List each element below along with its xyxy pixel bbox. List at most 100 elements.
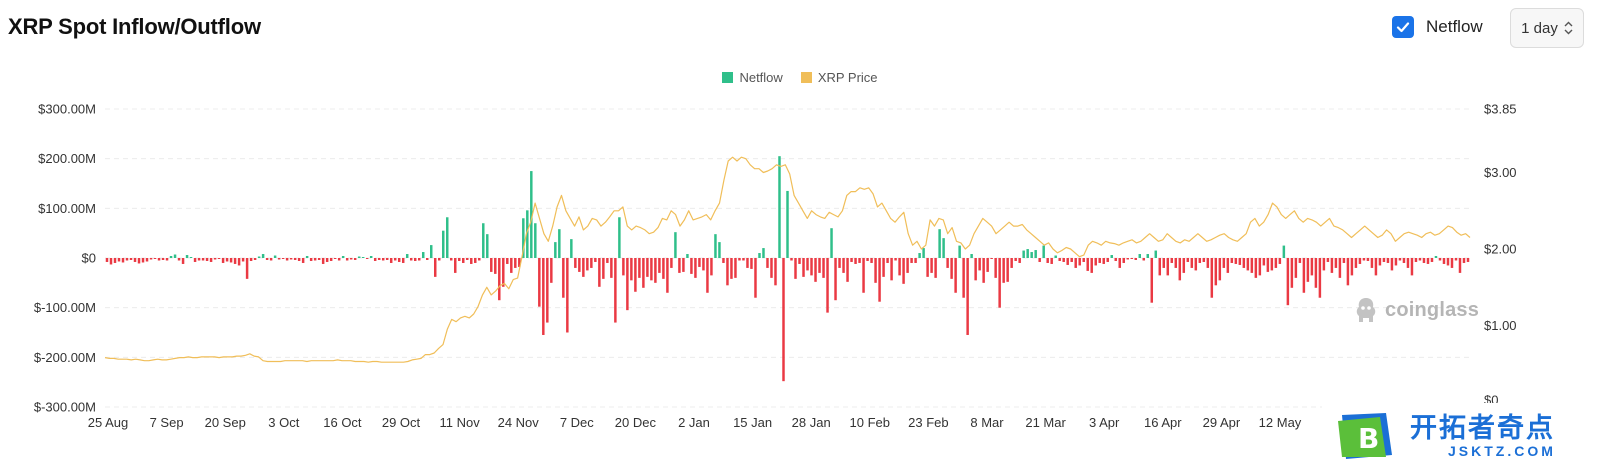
netflow-bar-negative — [722, 258, 725, 263]
netflow-bar-negative — [1442, 258, 1446, 264]
netflow-bar-positive — [357, 256, 361, 258]
netflow-bar-negative — [349, 258, 353, 260]
netflow-bar-negative — [694, 258, 697, 278]
netflow-bar-negative — [1386, 258, 1390, 263]
netflow-bar-negative — [1082, 258, 1085, 262]
netflow-bar-negative — [1286, 258, 1290, 306]
netflow-bar-negative — [1366, 258, 1370, 261]
netflow-bar-negative — [1414, 258, 1418, 262]
netflow-bar-positive — [1054, 255, 1057, 258]
netflow-bar-negative — [850, 258, 853, 262]
netflow-bar-negative — [1066, 258, 1069, 265]
netflow-bar-negative — [670, 258, 673, 268]
netflow-bar-negative — [610, 258, 613, 278]
netflow-bar-negative — [1410, 258, 1414, 276]
netflow-bar-negative — [1206, 258, 1210, 268]
netflow-bar-negative — [706, 258, 709, 293]
netflow-bar-negative — [129, 258, 133, 260]
interval-select[interactable]: 1 day — [1510, 8, 1584, 48]
netflow-bar-positive — [918, 253, 921, 258]
netflow-bar-negative — [1278, 258, 1282, 264]
netflow-bar-negative — [1270, 258, 1274, 271]
netflow-bar-negative — [538, 258, 541, 307]
netflow-bar-negative — [109, 258, 113, 265]
netflow-bar-positive — [442, 230, 445, 258]
netflow-bar-positive — [1146, 254, 1149, 258]
netflow-bar-positive — [257, 256, 261, 258]
netflow-bar-negative — [1326, 258, 1330, 262]
netflow-bar-negative — [1330, 258, 1334, 273]
netflow-bar-positive — [482, 223, 485, 258]
netflow-checkbox[interactable] — [1392, 16, 1414, 38]
netflow-bar-negative — [265, 258, 269, 260]
x-tick-label: 12 May — [1259, 415, 1302, 430]
x-tick-label: 24 Nov — [498, 415, 540, 430]
netflow-bar-negative — [285, 258, 289, 261]
netflow-bar-negative — [978, 258, 981, 271]
netflow-bar-negative — [293, 258, 297, 260]
x-tick-label: 28 Jan — [792, 415, 831, 430]
netflow-bar-negative — [1266, 258, 1270, 272]
netflow-bar-negative — [650, 258, 653, 281]
netflow-bar-negative — [141, 258, 145, 263]
netflow-bar-negative — [702, 258, 705, 271]
netflow-bar-positive — [189, 257, 193, 258]
netflow-bar-negative — [209, 258, 213, 262]
legend-label-netflow: Netflow — [739, 70, 783, 85]
netflow-bar-negative — [594, 258, 597, 262]
netflow-bar-negative — [1098, 258, 1101, 263]
netflow-bar-positive — [554, 242, 557, 258]
netflow-bar-negative — [590, 258, 593, 268]
netflow-bar-negative — [514, 258, 517, 268]
x-tick-label: 2 Jan — [678, 415, 710, 430]
netflow-bar-negative — [990, 258, 993, 259]
netflow-bar-negative — [1094, 258, 1097, 266]
netflow-bar-negative — [574, 258, 577, 268]
netflow-bar-negative — [710, 258, 713, 276]
netflow-bar-negative — [1194, 258, 1198, 271]
netflow-bar-negative — [838, 258, 841, 268]
netflow-bar-positive — [570, 239, 573, 258]
netflow-bar-negative — [1046, 258, 1049, 263]
netflow-bar-negative — [389, 258, 393, 263]
netflow-bar-negative — [249, 258, 253, 261]
netflow-bar-negative — [365, 258, 369, 259]
netflow-bar-negative — [910, 258, 913, 263]
netflow-bar-positive — [1042, 245, 1045, 258]
netflow-bar-negative — [1290, 258, 1294, 288]
netflow-bar-negative — [229, 258, 233, 263]
netflow-bar-positive — [173, 254, 177, 258]
netflow-bar-positive — [261, 254, 265, 258]
netflow-toggle-label: Netflow — [1426, 17, 1483, 36]
page-title: XRP Spot Inflow/Outflow — [8, 14, 261, 39]
netflow-bar-negative — [1050, 258, 1053, 264]
netflow-bar-negative — [297, 258, 301, 261]
netflow-bar-negative — [774, 258, 777, 286]
netflow-bar-negative — [1078, 258, 1081, 266]
netflow-bar-negative — [946, 258, 949, 268]
netflow-bar-negative — [153, 258, 157, 259]
netflow-bar-negative — [602, 258, 605, 279]
netflow-bar-negative — [622, 258, 625, 276]
netflow-bar-negative — [626, 258, 629, 311]
netflow-bar-negative — [1002, 258, 1005, 283]
y-left-tick-label: $100.00M — [38, 201, 96, 216]
netflow-bar-negative — [1114, 258, 1117, 261]
netflow-bar-negative — [730, 258, 733, 279]
legend-item-netflow[interactable]: Netflow — [722, 70, 783, 85]
netflow-bar-negative — [794, 258, 797, 279]
netflow-bar-positive — [1282, 245, 1286, 258]
netflow-bar-negative — [806, 258, 809, 271]
netflow-bar-negative — [966, 258, 969, 335]
netflow-toggle[interactable]: Netflow — [1392, 14, 1483, 40]
netflow-bar-negative — [502, 258, 505, 287]
netflow-bar-negative — [1230, 258, 1234, 263]
netflow-bar-negative — [814, 258, 817, 282]
netflow-bar-negative — [201, 258, 205, 261]
netflow-bar-negative — [413, 258, 417, 261]
netflow-bar-negative — [546, 258, 549, 323]
y-left-tick-label: $200.00M — [38, 151, 96, 166]
legend-item-xrp-price[interactable]: XRP Price — [800, 70, 878, 85]
netflow-bar-negative — [1198, 258, 1202, 263]
netflow-bar-positive — [686, 254, 689, 258]
